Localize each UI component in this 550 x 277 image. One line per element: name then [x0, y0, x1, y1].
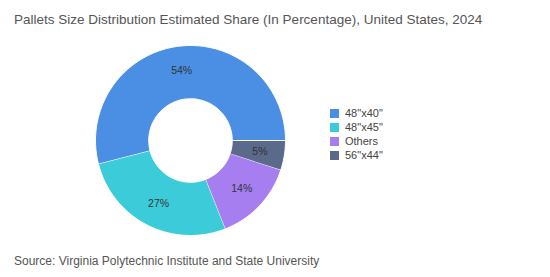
html-text:56"x44": 56"x44": [345, 149, 383, 161]
svg-text:27%: 27%: [148, 196, 169, 208]
svg-text:54%: 54%: [171, 64, 192, 76]
html-text:48"x40": 48"x40": [345, 107, 383, 119]
html-text:Pallets Size Distribution Esti: Pallets Size Distribution Estimated Shar…: [14, 12, 483, 27]
svg-text:5%: 5%: [252, 145, 267, 157]
svg-text:14%: 14%: [231, 182, 252, 194]
html-text:Source: Virginia Polytechnic I: Source: Virginia Polytechnic Institute a…: [14, 254, 320, 268]
html-text:48"x45": 48"x45": [345, 121, 383, 133]
html-text:Others: Others: [345, 135, 378, 147]
